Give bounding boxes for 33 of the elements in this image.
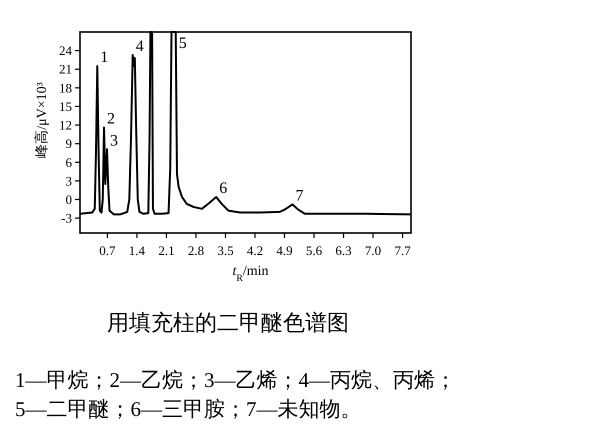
y-tick-label: 18 xyxy=(59,80,72,96)
x-tick-label: 0.7 xyxy=(99,243,116,258)
annotation: 6 xyxy=(219,180,228,198)
y-tick-label: 21 xyxy=(59,62,72,77)
x-tick-label: 3.5 xyxy=(217,243,234,258)
text: 用填充柱的二甲醚色谱图 xyxy=(107,310,349,335)
y-tick-label: 0 xyxy=(66,192,72,207)
annotation: 5 xyxy=(178,35,187,52)
x-tick-label: 7.7 xyxy=(394,243,412,258)
x-tick-label: 5.6 xyxy=(306,243,323,258)
text: 5—二甲醚；6—三甲胺；7—未知物。 xyxy=(15,397,362,421)
text: 1—甲烷；2—乙烷；3—乙烯；4—丙烷、丙烯； xyxy=(15,368,456,392)
y-tick-label: 12 xyxy=(59,118,72,133)
x-tick-label: 2.1 xyxy=(158,243,175,258)
x-tick-label: 1.4 xyxy=(128,243,146,258)
annotation: 2 xyxy=(107,110,116,128)
x-tick-label: 4.9 xyxy=(276,243,293,258)
y-tick-label: 3 xyxy=(66,173,72,188)
y-tick-label: 9 xyxy=(66,136,72,152)
annotation: 7 xyxy=(296,187,304,204)
x-tick-label: 4.2 xyxy=(246,243,264,258)
x-tick-label: 2.8 xyxy=(188,243,204,258)
x-tick-label: 7.0 xyxy=(364,243,382,258)
y-tick-label: 6 xyxy=(66,154,72,170)
annotation: 1 xyxy=(100,49,108,66)
x-tick-label: 6.3 xyxy=(335,243,352,258)
x-axis-title: t$_{R}$/min xyxy=(232,264,269,284)
y-tick-label: 15 xyxy=(59,98,72,114)
annotation: 3 xyxy=(110,132,118,150)
annotation: 4 xyxy=(136,38,144,55)
y-axis-title: 峰高/μV×10³ xyxy=(34,82,50,158)
y-tick-label: -3 xyxy=(61,210,72,226)
y-tick-label: 24 xyxy=(59,43,72,58)
